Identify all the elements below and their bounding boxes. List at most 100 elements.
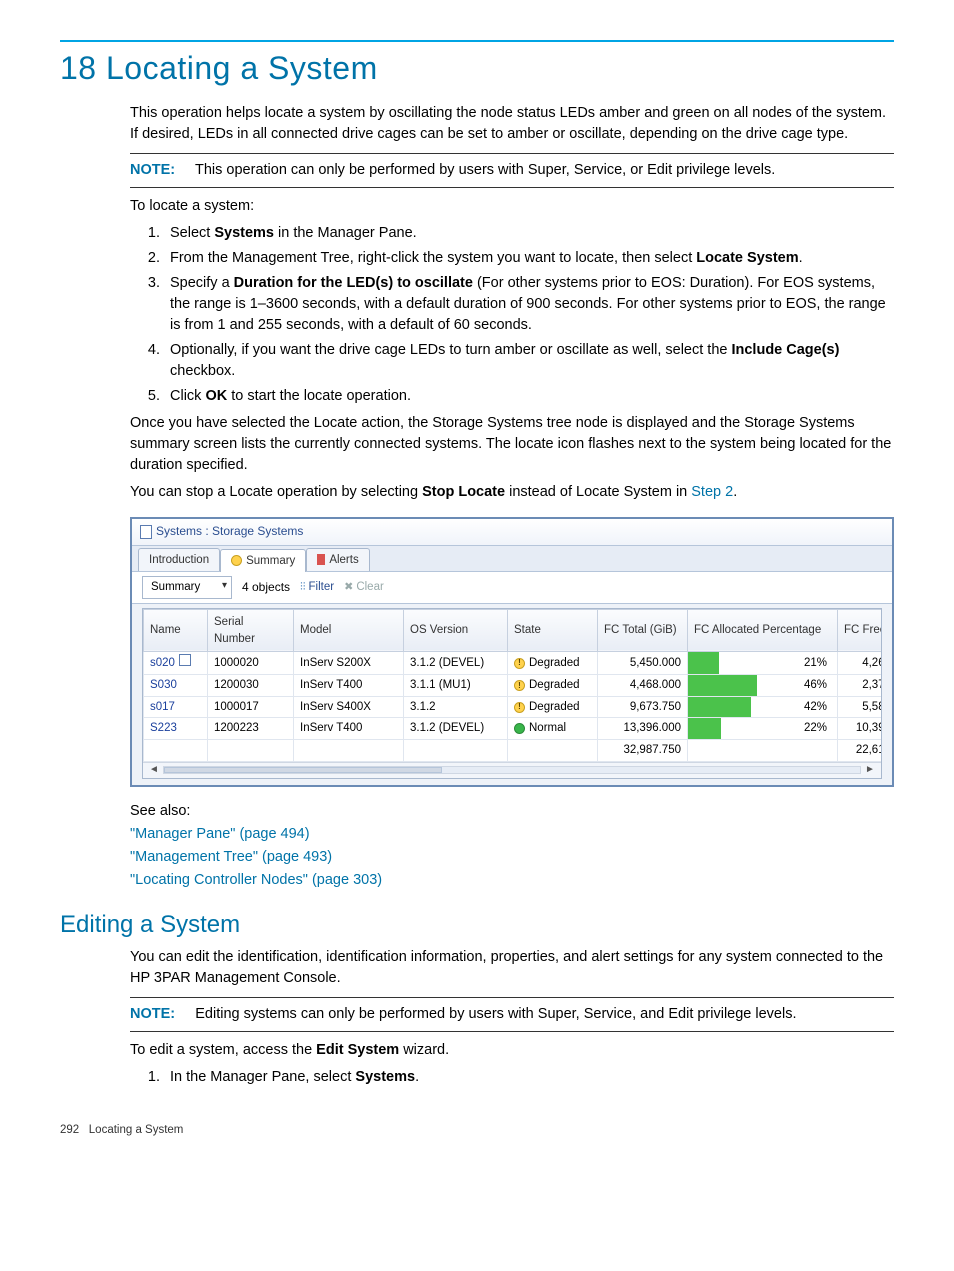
after-paragraph-2: You can stop a Locate operation by selec…	[130, 482, 894, 503]
tab-alerts[interactable]: Alerts	[306, 548, 369, 572]
cell-serial: 1200030	[208, 675, 294, 697]
top-rule	[60, 40, 894, 42]
cell-os: 3.1.2	[404, 696, 508, 718]
locate-icon	[179, 654, 191, 666]
system-name-link[interactable]: S030	[150, 679, 177, 691]
see-also-link-1[interactable]: "Manager Pane" (page 494)	[130, 824, 894, 845]
cell-fcalloc: 22%	[688, 718, 838, 740]
cell-model: InServ T400	[294, 675, 404, 697]
object-count: 4 objects	[242, 579, 290, 596]
to-locate-intro: To locate a system:	[130, 196, 894, 217]
col-fcalloc[interactable]: FC Allocated Percentage	[688, 609, 838, 651]
step-3: Specify a Duration for the LED(s) to osc…	[164, 273, 894, 336]
screenshot-toolbar: Summary 4 objects ⫶⫶ Filter ✖ Clear	[132, 572, 892, 604]
col-state[interactable]: State	[508, 609, 598, 651]
table-row[interactable]: s020 1000020InServ S200X3.1.2 (DEVEL)!Deg…	[144, 652, 883, 675]
see-also-label: See also:	[130, 803, 190, 819]
page-label: Locating a System	[89, 1124, 184, 1136]
cell-state: !Degraded	[508, 696, 598, 718]
cell-os: 3.1.2 (DEVEL)	[404, 718, 508, 740]
warning-icon	[231, 555, 242, 566]
cell-fctotal: 5,450.000	[598, 652, 688, 675]
scroll-thumb[interactable]	[164, 767, 442, 773]
col-serial[interactable]: Serial Number	[208, 609, 294, 651]
step-4: Optionally, if you want the drive cage L…	[164, 340, 894, 382]
system-name-link[interactable]: s020	[150, 657, 175, 669]
cell-serial: 1000017	[208, 696, 294, 718]
step-2: From the Management Tree, right-click th…	[164, 248, 894, 269]
filter-button[interactable]: ⫶⫶ Filter	[300, 579, 334, 596]
note-block-1: NOTE: This operation can only be perform…	[130, 153, 894, 188]
note-label-2: NOTE:	[130, 1006, 175, 1022]
clear-button[interactable]: ✖ Clear	[344, 579, 384, 596]
edit-intro: You can edit the identification, identif…	[130, 947, 894, 989]
table-row[interactable]: S030 1200030InServ T4003.1.1 (MU1)!Degrad…	[144, 675, 883, 697]
cell-state: !Degraded	[508, 652, 598, 675]
total-fcfree: 22,614	[838, 740, 883, 762]
note-label: NOTE:	[130, 162, 175, 178]
doc-icon	[140, 525, 152, 539]
step-5: Click OK to start the locate operation.	[164, 386, 894, 407]
cell-fctotal: 4,468.000	[598, 675, 688, 697]
col-fctotal[interactable]: FC Total (GiB)	[598, 609, 688, 651]
summary-dropdown[interactable]: Summary	[142, 576, 232, 599]
table-row[interactable]: s0171000017InServ S400X3.1.2!Degraded9,6…	[144, 696, 883, 718]
cell-os: 3.1.2 (DEVEL)	[404, 652, 508, 675]
cell-fctotal: 9,673.750	[598, 696, 688, 718]
col-os[interactable]: OS Version	[404, 609, 508, 651]
step-2-link[interactable]: Step 2	[691, 484, 733, 500]
editing-system-title: Editing a System	[60, 911, 894, 939]
col-name[interactable]: Name	[144, 609, 208, 651]
degraded-icon: !	[514, 658, 525, 669]
note-block-2: NOTE: Editing systems can only be perfor…	[130, 997, 894, 1032]
systems-table: Name Serial Number Model OS Version Stat…	[143, 609, 882, 762]
see-also-link-2[interactable]: "Management Tree" (page 493)	[130, 847, 894, 868]
cell-serial: 1000020	[208, 652, 294, 675]
cell-fcfree: 10,391	[838, 718, 883, 740]
screenshot-titlebar: Systems : Storage Systems	[132, 519, 892, 545]
system-name-link[interactable]: s017	[150, 701, 175, 713]
system-name-link[interactable]: S223	[150, 722, 177, 734]
intro-paragraph: This operation helps locate a system by …	[130, 103, 894, 145]
cell-fcfree: 2,377	[838, 675, 883, 697]
total-fctotal: 32,987.750	[598, 740, 688, 762]
note-text-2: Editing systems can only be performed by…	[195, 1006, 796, 1022]
degraded-icon: !	[514, 680, 525, 691]
scroll-right-icon[interactable]: ►	[863, 763, 877, 778]
scroll-left-icon[interactable]: ◄	[147, 763, 161, 778]
page-footer: 292 Locating a System	[60, 1118, 894, 1136]
cell-model: InServ S200X	[294, 652, 404, 675]
flag-icon	[317, 554, 325, 565]
degraded-icon: !	[514, 702, 525, 713]
tab-summary[interactable]: Summary	[220, 549, 306, 573]
cell-fcalloc: 21%	[688, 652, 838, 675]
cell-state: !Degraded	[508, 675, 598, 697]
see-also-link-3[interactable]: "Locating Controller Nodes" (page 303)	[130, 870, 894, 891]
clear-icon: ✖	[344, 580, 353, 596]
cell-serial: 1200223	[208, 718, 294, 740]
see-also-block: See also: "Manager Pane" (page 494) "Man…	[130, 801, 894, 891]
cell-os: 3.1.1 (MU1)	[404, 675, 508, 697]
totals-row: 32,987.750 22,614	[144, 740, 883, 762]
cell-fctotal: 13,396.000	[598, 718, 688, 740]
screenshot-tabs: Introduction Summary Alerts	[132, 546, 892, 573]
steps-list: Select Systems in the Manager Pane. From…	[130, 223, 894, 407]
cell-state: Normal	[508, 718, 598, 740]
edit-steps-list: In the Manager Pane, select Systems.	[130, 1067, 894, 1088]
normal-icon	[514, 723, 525, 734]
col-model[interactable]: Model	[294, 609, 404, 651]
cell-fcalloc: 46%	[688, 675, 838, 697]
table-row[interactable]: S223 1200223InServ T4003.1.2 (DEVEL)Norma…	[144, 718, 883, 740]
cell-model: InServ T400	[294, 718, 404, 740]
table-header-row: Name Serial Number Model OS Version Stat…	[144, 609, 883, 651]
horizontal-scrollbar[interactable]: ◄ ►	[143, 762, 881, 778]
after-paragraph-1: Once you have selected the Locate action…	[130, 413, 894, 476]
cell-fcfree: 5,585	[838, 696, 883, 718]
scroll-track[interactable]	[163, 766, 861, 774]
col-fcfree[interactable]: FC Free	[838, 609, 883, 651]
note-text: This operation can only be performed by …	[195, 162, 775, 178]
tab-introduction[interactable]: Introduction	[138, 548, 220, 572]
page-number: 292	[60, 1124, 79, 1136]
cell-fcfree: 4,261	[838, 652, 883, 675]
edit-step-1: In the Manager Pane, select Systems.	[164, 1067, 894, 1088]
